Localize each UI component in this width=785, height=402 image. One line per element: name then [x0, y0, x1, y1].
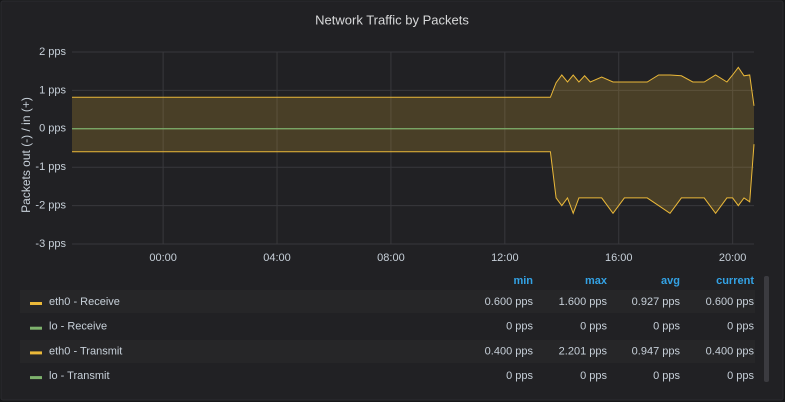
x-tick-label: 16:00: [605, 252, 633, 264]
x-tick-label: 04:00: [263, 252, 291, 264]
legend-value: 0 pps: [580, 321, 607, 333]
legend-value: 0.927 pps: [632, 296, 681, 308]
x-tick-label: 12:00: [491, 252, 519, 264]
series-area: [72, 128, 754, 214]
legend-swatch: [30, 326, 42, 330]
legend-value: 0 pps: [506, 321, 533, 333]
y-tick-label: 0 pps: [39, 123, 66, 135]
legend-value: 0 pps: [653, 321, 680, 333]
legend-swatch: [30, 351, 42, 355]
legend-value: 0 pps: [580, 370, 607, 382]
legend-label[interactable]: eth0 - Receive: [49, 296, 120, 308]
legend-value: 0 pps: [653, 370, 680, 382]
legend-swatch: [30, 302, 42, 305]
scrollbar[interactable]: [764, 276, 769, 382]
y-tick-label: -2 pps: [35, 200, 66, 212]
series-line: [72, 66, 755, 106]
legend-header: min: [513, 275, 533, 287]
legend-value: 0 pps: [506, 370, 533, 382]
legend-value: 0.600 pps: [485, 296, 534, 308]
legend-row-bg: [20, 340, 755, 363]
y-tick-label: -1 pps: [35, 161, 66, 173]
x-tick-label: 08:00: [377, 252, 405, 264]
y-tick-label: -3 pps: [35, 238, 66, 250]
legend-label[interactable]: eth0 - Transmit: [49, 345, 122, 357]
legend-swatch: [30, 376, 42, 380]
legend-value: 0.400 pps: [706, 345, 755, 357]
legend-value: 0 pps: [727, 321, 754, 333]
legend-header: avg: [661, 275, 680, 287]
series-area: [72, 67, 754, 129]
legend-value: 0.600 pps: [706, 296, 755, 308]
legend-value: 0.947 pps: [632, 345, 681, 357]
y-axis-label: Packets out (-) / in (+): [19, 97, 33, 213]
legend-header: max: [585, 275, 608, 287]
legend-row-bg: [20, 290, 755, 313]
y-tick-label: 2 pps: [39, 46, 66, 58]
legend-header: current: [716, 275, 754, 287]
chart-title: Network Traffic by Packets: [315, 12, 469, 27]
series-line: [72, 144, 755, 215]
x-tick-label: 20:00: [719, 252, 747, 264]
legend-value: 1.600 pps: [559, 296, 608, 308]
legend-label[interactable]: lo - Receive: [49, 321, 107, 333]
legend-value: 0 pps: [727, 370, 754, 382]
legend-rows: [20, 290, 755, 363]
legend-value: 2.201 pps: [559, 345, 608, 357]
legend-label[interactable]: lo - Transmit: [49, 370, 110, 382]
x-tick-label: 00:00: [149, 252, 177, 264]
y-tick-label: 1 pps: [39, 84, 66, 96]
legend-value: 0.400 pps: [485, 345, 534, 357]
